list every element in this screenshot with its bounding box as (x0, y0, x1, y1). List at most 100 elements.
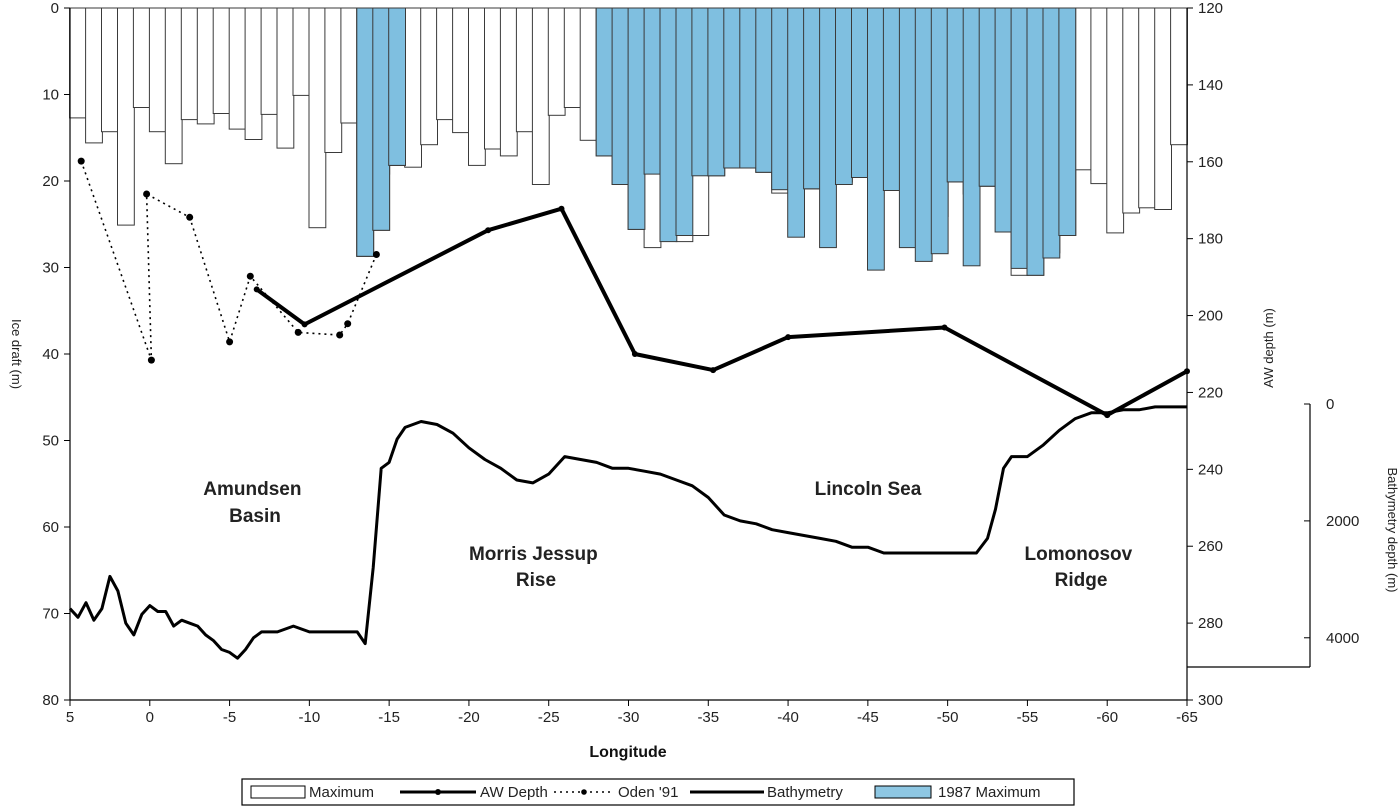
bar-1987-maximum (771, 7, 790, 191)
point-oden-91 (294, 328, 302, 336)
bar-1987-maximum (1010, 7, 1029, 269)
point-oden-91 (186, 213, 194, 221)
x-tick-label: -45 (857, 709, 879, 726)
point-oden-91 (77, 157, 85, 165)
bar-maximum (85, 7, 103, 144)
legend-marker-oden-91 (581, 789, 587, 795)
bar-1987-maximum (1042, 7, 1061, 259)
left-axis-title: Ice draft (m) (9, 319, 24, 389)
right-tick-label: 120 (1198, 0, 1223, 17)
bar-1987-maximum (803, 7, 821, 190)
bar-1987-maximum (882, 7, 901, 191)
bar-1987-maximum (659, 7, 678, 243)
point-aw-depth (785, 334, 792, 341)
bar-maximum (69, 7, 87, 119)
left-tick-label: 50 (42, 433, 59, 450)
x-tick-label: -40 (777, 709, 799, 726)
bar-maximum (212, 7, 231, 114)
x-tick-label: -60 (1096, 709, 1118, 726)
annotation-lomonosov-ridge: Lomonosov Ridge (1025, 544, 1138, 591)
legend-label-1987-maximum: 1987 Maximum (938, 784, 1041, 801)
chart-lines (68, 157, 1190, 660)
right-axis-title: AW depth (m) (1261, 308, 1276, 388)
bar-maximum (260, 7, 279, 115)
x-tick-label: -15 (378, 709, 400, 726)
bar-maximum (1090, 7, 1109, 185)
bar-1987-maximum (1026, 7, 1045, 276)
bar-maximum (308, 7, 327, 229)
bar-maximum (117, 7, 135, 226)
right-tick-label: 160 (1198, 154, 1223, 171)
x-tick-label: -25 (538, 709, 560, 726)
x-tick-label: -10 (299, 709, 321, 726)
bar-1987-maximum (819, 7, 837, 249)
left-tick-label: 0 (51, 0, 59, 17)
bar-maximum (404, 7, 423, 168)
left-tick-label: 20 (42, 173, 59, 190)
bar-maximum (420, 7, 439, 146)
legend-label-maximum: Maximum (309, 784, 374, 801)
legend-label-bathymetry: Bathymetry (767, 784, 843, 801)
bar-maximum (196, 7, 215, 125)
annotation-lincoln-sea: Lincoln Sea (815, 479, 922, 500)
point-aw-depth (631, 351, 638, 357)
bar-maximum (531, 7, 550, 185)
bar-maximum (276, 7, 295, 149)
point-oden-91 (246, 272, 254, 280)
bar-maximum (1074, 7, 1093, 171)
x-tick-label: 0 (146, 709, 154, 726)
legend-marker-aw-depth (435, 789, 441, 795)
left-tick-label: 40 (42, 346, 59, 363)
bar-maximum (1138, 7, 1156, 209)
bathymetry-tick-label: 4000 (1326, 630, 1359, 647)
bar-1987-maximum (707, 7, 726, 177)
point-oden-91 (344, 320, 352, 328)
bar-1987-maximum (978, 7, 997, 187)
right-tick-label: 140 (1198, 77, 1223, 94)
bar-1987-maximum (755, 7, 774, 173)
bar-maximum (292, 7, 311, 96)
bar-1987-maximum (675, 7, 694, 236)
right-tick-label: 260 (1198, 538, 1223, 555)
bar-1987-maximum (962, 7, 981, 267)
point-oden-91 (147, 356, 155, 364)
point-oden-91 (226, 338, 234, 346)
right-tick-label: 280 (1198, 615, 1223, 632)
bar-maximum (1122, 7, 1141, 214)
bathymetry-tick-label: 0 (1326, 396, 1334, 413)
legend-swatch-maximum (250, 785, 306, 799)
annotation-morris-jessup-rise: Morris Jessup Rise (469, 544, 603, 591)
point-aw-depth (485, 227, 492, 234)
x-tick-label: -5 (223, 709, 236, 726)
x-tick-label: -65 (1176, 709, 1198, 726)
left-tick-label: 80 (42, 692, 59, 709)
bar-maximum (515, 7, 534, 133)
point-aw-depth (301, 321, 308, 328)
bar-maximum (180, 7, 199, 121)
point-oden-91 (143, 190, 151, 198)
line-oden-91 (80, 160, 378, 361)
bathymetry-axis-title: Bathymetry depth (m) (1385, 468, 1400, 593)
bar-1987-maximum (356, 7, 375, 257)
x-tick-label: -55 (1017, 709, 1039, 726)
point-aw-depth (941, 324, 948, 331)
bar-maximum (132, 7, 151, 108)
bar-1987-maximum (627, 7, 646, 230)
bar-1987-maximum (643, 7, 662, 175)
legend: Maximum AW Depth Oden '91 Bathymetry 198… (241, 778, 1075, 806)
point-oden-91 (372, 251, 380, 258)
x-tick-label: 5 (66, 709, 74, 726)
bar-maximum (148, 7, 167, 133)
x-tick-label: -50 (937, 709, 959, 726)
bar-1987-maximum (787, 7, 806, 238)
point-aw-depth (253, 286, 260, 293)
bar-1987-maximum (372, 7, 391, 231)
legend-label-aw-depth: AW Depth (480, 784, 548, 801)
bar-maximum (1154, 7, 1172, 210)
bar-1987-maximum (691, 7, 710, 177)
bar-maximum (436, 7, 454, 121)
bar-maximum (452, 7, 470, 134)
left-tick-label: 30 (42, 260, 59, 277)
bar-maximum (164, 7, 183, 165)
bar-maximum (324, 7, 343, 153)
